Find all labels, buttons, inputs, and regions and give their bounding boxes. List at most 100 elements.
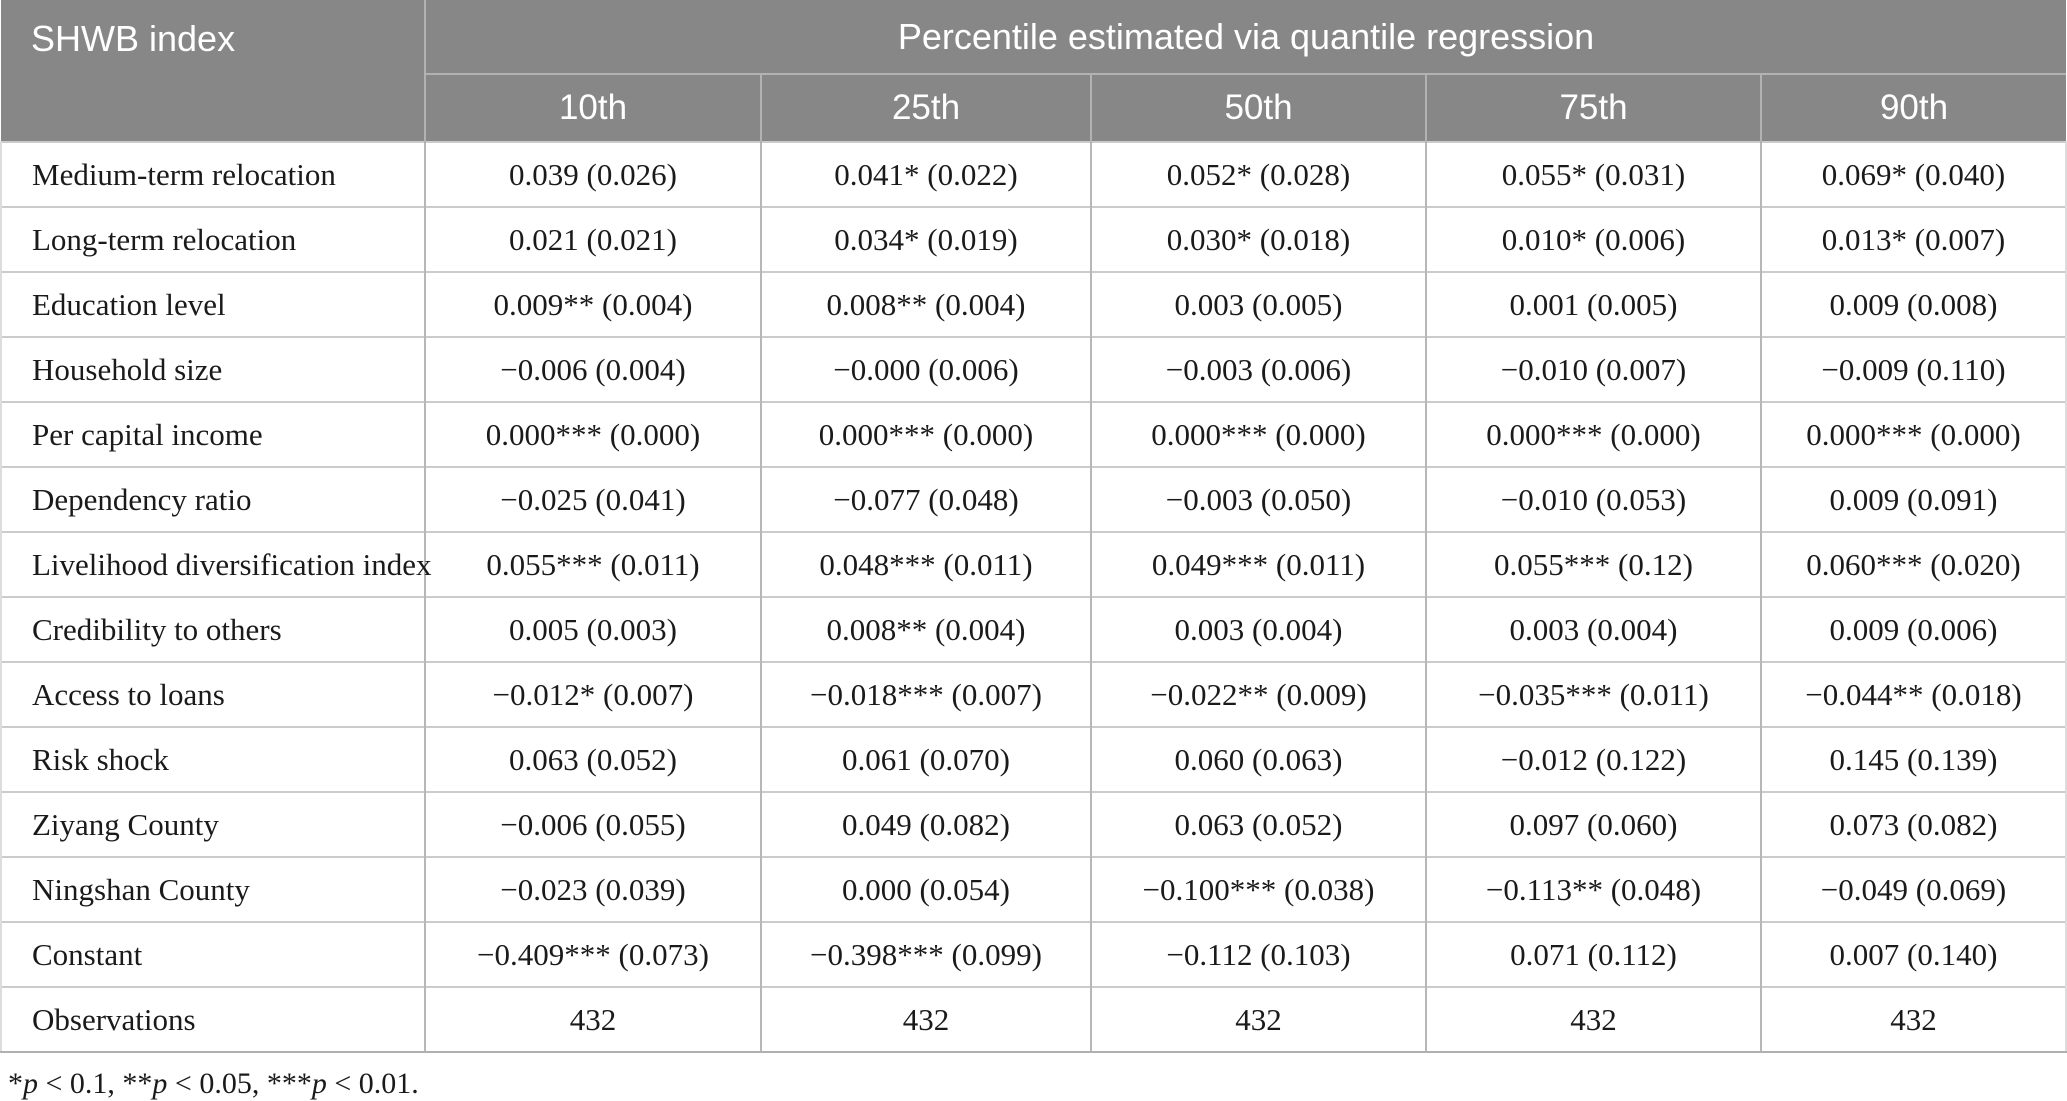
cell-value: −0.023 (0.039) xyxy=(424,856,761,922)
cell-value: 0.041* (0.022) xyxy=(760,141,1091,207)
cell-value: −0.012 (0.122) xyxy=(1425,726,1761,792)
cell-value: −0.006 (0.004) xyxy=(424,336,761,402)
cell-value: −0.006 (0.055) xyxy=(424,791,761,857)
table-body: Medium-term relocation 0.039 (0.026) 0.0… xyxy=(0,141,2067,1053)
cell-value: 0.010* (0.006) xyxy=(1425,206,1761,272)
cell-value: −0.009 (0.110) xyxy=(1760,336,2067,402)
table-row-medium-term-relocation: Medium-term relocation 0.039 (0.026) 0.0… xyxy=(0,141,2067,207)
table-row-observations: Observations 432 432 432 432 432 xyxy=(0,986,2067,1053)
cell-value: −0.025 (0.041) xyxy=(424,466,761,532)
cell-value: 0.073 (0.082) xyxy=(1760,791,2067,857)
cell-value: −0.003 (0.006) xyxy=(1090,336,1426,402)
cell-value: −0.113** (0.048) xyxy=(1425,856,1761,922)
cell-value: 0.145 (0.139) xyxy=(1760,726,2067,792)
cell-value: 0.013* (0.007) xyxy=(1760,206,2067,272)
column-header-75th: 75th xyxy=(1425,74,1761,142)
cell-value: −0.049 (0.069) xyxy=(1760,856,2067,922)
table-row-per-capital-income: Per capital income 0.000*** (0.000) 0.00… xyxy=(0,401,2067,467)
cell-value: 0.063 (0.052) xyxy=(424,726,761,792)
cell-value: 0.009** (0.004) xyxy=(424,271,761,337)
cell-value: 0.009 (0.006) xyxy=(1760,596,2067,662)
row-label: Medium-term relocation xyxy=(0,141,425,207)
column-header-10th: 10th xyxy=(425,74,761,142)
cell-value: 0.007 (0.140) xyxy=(1760,921,2067,987)
table-row-risk-shock: Risk shock 0.063 (0.052) 0.061 (0.070) 0… xyxy=(0,726,2067,792)
cell-value: 0.003 (0.004) xyxy=(1090,596,1426,662)
footnote-text: < 0.1, xyxy=(38,1067,123,1100)
row-label: Risk shock xyxy=(0,726,425,792)
column-header-50th: 50th xyxy=(1090,74,1426,142)
footnote-text: < 0.05, xyxy=(167,1067,267,1100)
cell-value: 0.055*** (0.12) xyxy=(1425,531,1761,597)
row-label: Access to loans xyxy=(0,661,425,727)
row-label: Household size xyxy=(0,336,425,402)
cell-value: −0.077 (0.048) xyxy=(760,466,1091,532)
cell-value: 0.034* (0.019) xyxy=(760,206,1091,272)
table-row-ningshan-county: Ningshan County −0.023 (0.039) 0.000 (0.… xyxy=(0,856,2067,922)
cell-value: −0.018*** (0.007) xyxy=(760,661,1091,727)
cell-value: −0.010 (0.007) xyxy=(1425,336,1761,402)
cell-value: 0.000*** (0.000) xyxy=(1090,401,1426,467)
cell-value: 432 xyxy=(1760,986,2067,1053)
column-header-90th: 90th xyxy=(1760,74,2066,142)
cell-value: 0.048*** (0.011) xyxy=(760,531,1091,597)
table-row-education-level: Education level 0.009** (0.004) 0.008** … xyxy=(0,271,2067,337)
cell-value: −0.035*** (0.011) xyxy=(1425,661,1761,727)
cell-value: 0.030* (0.018) xyxy=(1090,206,1426,272)
footnote-p: p xyxy=(23,1067,38,1100)
span-header-percentile: Percentile estimated via quantile regres… xyxy=(425,0,2066,75)
cell-value: 0.003 (0.005) xyxy=(1090,271,1426,337)
footnote-stars: ** xyxy=(122,1067,153,1100)
cell-value: 0.000*** (0.000) xyxy=(1425,401,1761,467)
cell-value: 0.061 (0.070) xyxy=(760,726,1091,792)
table-row-household-size: Household size −0.006 (0.004) −0.000 (0.… xyxy=(0,336,2067,402)
cell-value: 0.008** (0.004) xyxy=(760,271,1091,337)
cell-value: −0.044** (0.018) xyxy=(1760,661,2067,727)
cell-value: 0.039 (0.026) xyxy=(424,141,761,207)
cell-value: 0.008** (0.004) xyxy=(760,596,1091,662)
cell-value: 0.000*** (0.000) xyxy=(424,401,761,467)
row-label: Observations xyxy=(0,986,425,1053)
cell-value: −0.409*** (0.073) xyxy=(424,921,761,987)
cell-value: 0.000*** (0.000) xyxy=(760,401,1091,467)
cell-value: −0.022** (0.009) xyxy=(1090,661,1426,727)
cell-value: 432 xyxy=(1090,986,1426,1053)
cell-value: −0.003 (0.050) xyxy=(1090,466,1426,532)
cell-value: 0.097 (0.060) xyxy=(1425,791,1761,857)
quantile-regression-table: SHWB index Percentile estimated via quan… xyxy=(0,0,2067,1053)
table-row-livelihood-diversification-index: Livelihood diversification index 0.055**… xyxy=(0,531,2067,597)
cell-value: 432 xyxy=(760,986,1091,1053)
cell-value: 0.052* (0.028) xyxy=(1090,141,1426,207)
footnote-stars: * xyxy=(8,1067,23,1100)
row-label: Livelihood diversification index xyxy=(0,531,431,597)
table-row-dependency-ratio: Dependency ratio −0.025 (0.041) −0.077 (… xyxy=(0,466,2067,532)
table-row-access-to-loans: Access to loans −0.012* (0.007) −0.018**… xyxy=(0,661,2067,727)
cell-value: 0.063 (0.052) xyxy=(1090,791,1426,857)
cell-value: −0.112 (0.103) xyxy=(1090,921,1426,987)
row-label: Credibility to others xyxy=(0,596,425,662)
cell-value: 432 xyxy=(1425,986,1761,1053)
cell-value: 0.069* (0.040) xyxy=(1760,141,2067,207)
cell-value: 0.055*** (0.011) xyxy=(424,531,761,597)
cell-value: 0.009 (0.008) xyxy=(1760,271,2067,337)
cell-value: 0.060 (0.063) xyxy=(1090,726,1426,792)
cell-value: 0.000 (0.054) xyxy=(760,856,1091,922)
row-label: Education level xyxy=(0,271,425,337)
table-header: SHWB index Percentile estimated via quan… xyxy=(1,0,2066,142)
cell-value: 0.001 (0.005) xyxy=(1425,271,1761,337)
cell-value: −0.398*** (0.099) xyxy=(760,921,1091,987)
cell-value: 0.055* (0.031) xyxy=(1425,141,1761,207)
cell-value: 0.021 (0.021) xyxy=(424,206,761,272)
cell-value: 432 xyxy=(424,986,761,1053)
cell-value: −0.100*** (0.038) xyxy=(1090,856,1426,922)
footnote-p: p xyxy=(152,1067,168,1100)
header-row-group: SHWB index Percentile estimated via quan… xyxy=(1,0,2066,142)
footnote-stars: *** xyxy=(266,1067,312,1100)
cell-value: 0.005 (0.003) xyxy=(424,596,761,662)
significance-footnote: *p < 0.1, **p < 0.05, ***p < 0.01. xyxy=(8,1067,2067,1101)
cell-value: 0.000*** (0.000) xyxy=(1760,401,2067,467)
row-label: Dependency ratio xyxy=(0,466,425,532)
footnote-p: p xyxy=(311,1067,327,1100)
table-row-constant: Constant −0.409*** (0.073) −0.398*** (0.… xyxy=(0,921,2067,987)
